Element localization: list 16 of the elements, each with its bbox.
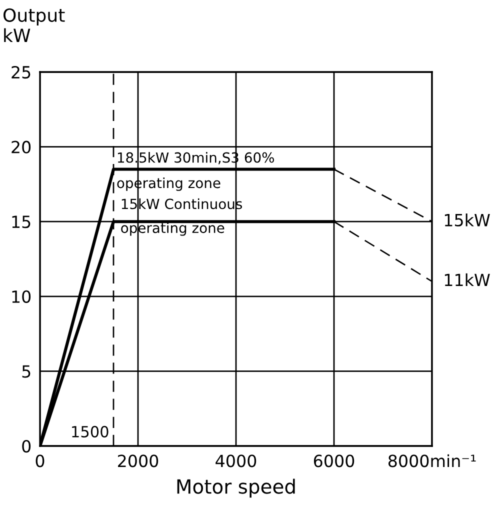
x-tick-label: 6000 bbox=[314, 454, 354, 468]
ref-line-label: 1500 bbox=[72, 426, 108, 438]
y-tick-label: 20 bbox=[12, 140, 31, 154]
annotation: 15kW bbox=[444, 214, 490, 226]
y-axis-title: Output kW bbox=[4, 8, 65, 42]
y-tick-label: 5 bbox=[22, 365, 30, 378]
y-tick-label: 15 bbox=[12, 216, 30, 228]
y-tick-label: 25 bbox=[12, 66, 30, 79]
x-tick-label: 8000min⁻¹ bbox=[388, 454, 476, 468]
x-tick-label: 4000 bbox=[216, 454, 256, 468]
y-tick-label: 0 bbox=[22, 440, 31, 453]
x-tick-label: 2000 bbox=[118, 454, 158, 468]
x-tick-label: 0 bbox=[36, 454, 44, 468]
x-axis-title: Motor speed bbox=[177, 478, 295, 498]
y-tick-label: 10 bbox=[12, 290, 31, 303]
annotation: 11kW bbox=[444, 273, 490, 286]
